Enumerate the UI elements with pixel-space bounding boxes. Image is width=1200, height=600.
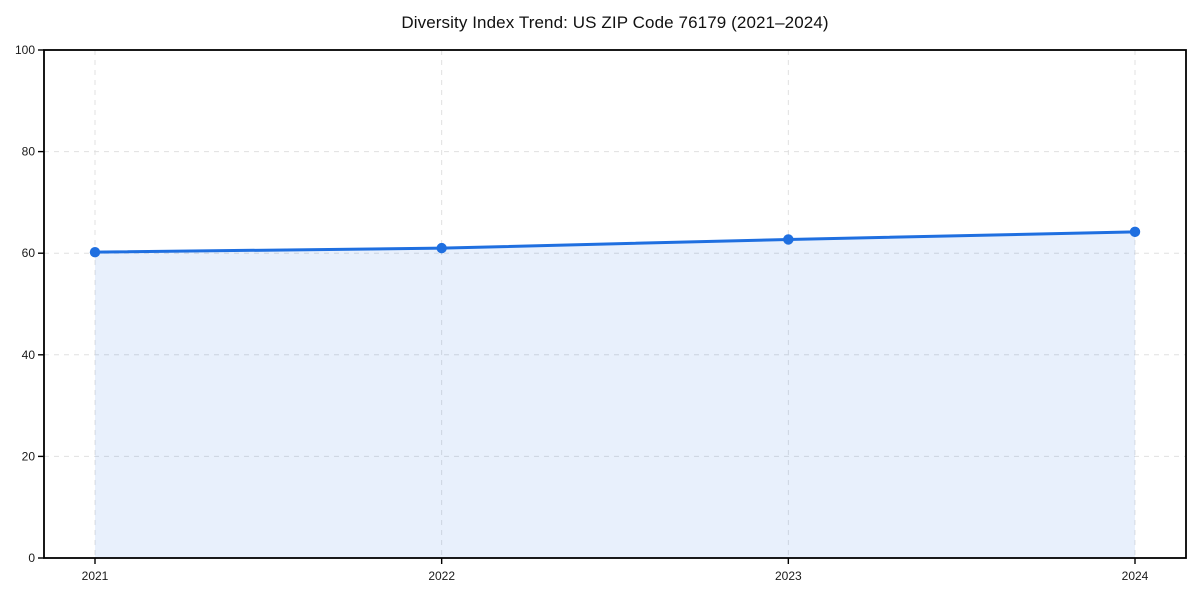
x-tick-label: 2024 (1122, 569, 1149, 583)
data-point-2023 (783, 234, 794, 245)
axis-tick-labels: 0 20 40 60 80 100 2021 2022 2023 2024 (15, 43, 1149, 583)
data-point-2021 (89, 246, 101, 258)
trend-line (93, 230, 1137, 254)
y-tick-label: 0 (28, 551, 35, 565)
x-tick-label: 2023 (775, 569, 802, 583)
chart-title: Diversity Index Trend: US ZIP Code 76179… (401, 13, 829, 32)
y-tick-label: 60 (22, 246, 36, 260)
data-point-2022 (436, 242, 447, 254)
y-tick-label: 100 (15, 43, 35, 57)
y-tick-label: 40 (22, 348, 36, 362)
area-fill (95, 231, 1135, 558)
y-tick-label: 80 (22, 145, 36, 159)
data-point-2024 (1129, 226, 1141, 238)
plot-border (43, 49, 1187, 559)
x-tick-label: 2022 (428, 569, 455, 583)
x-tick-label: 2021 (82, 569, 109, 583)
y-tick-label: 20 (22, 449, 36, 463)
gridlines (44, 50, 1186, 558)
axis-ticks (38, 49, 1136, 564)
